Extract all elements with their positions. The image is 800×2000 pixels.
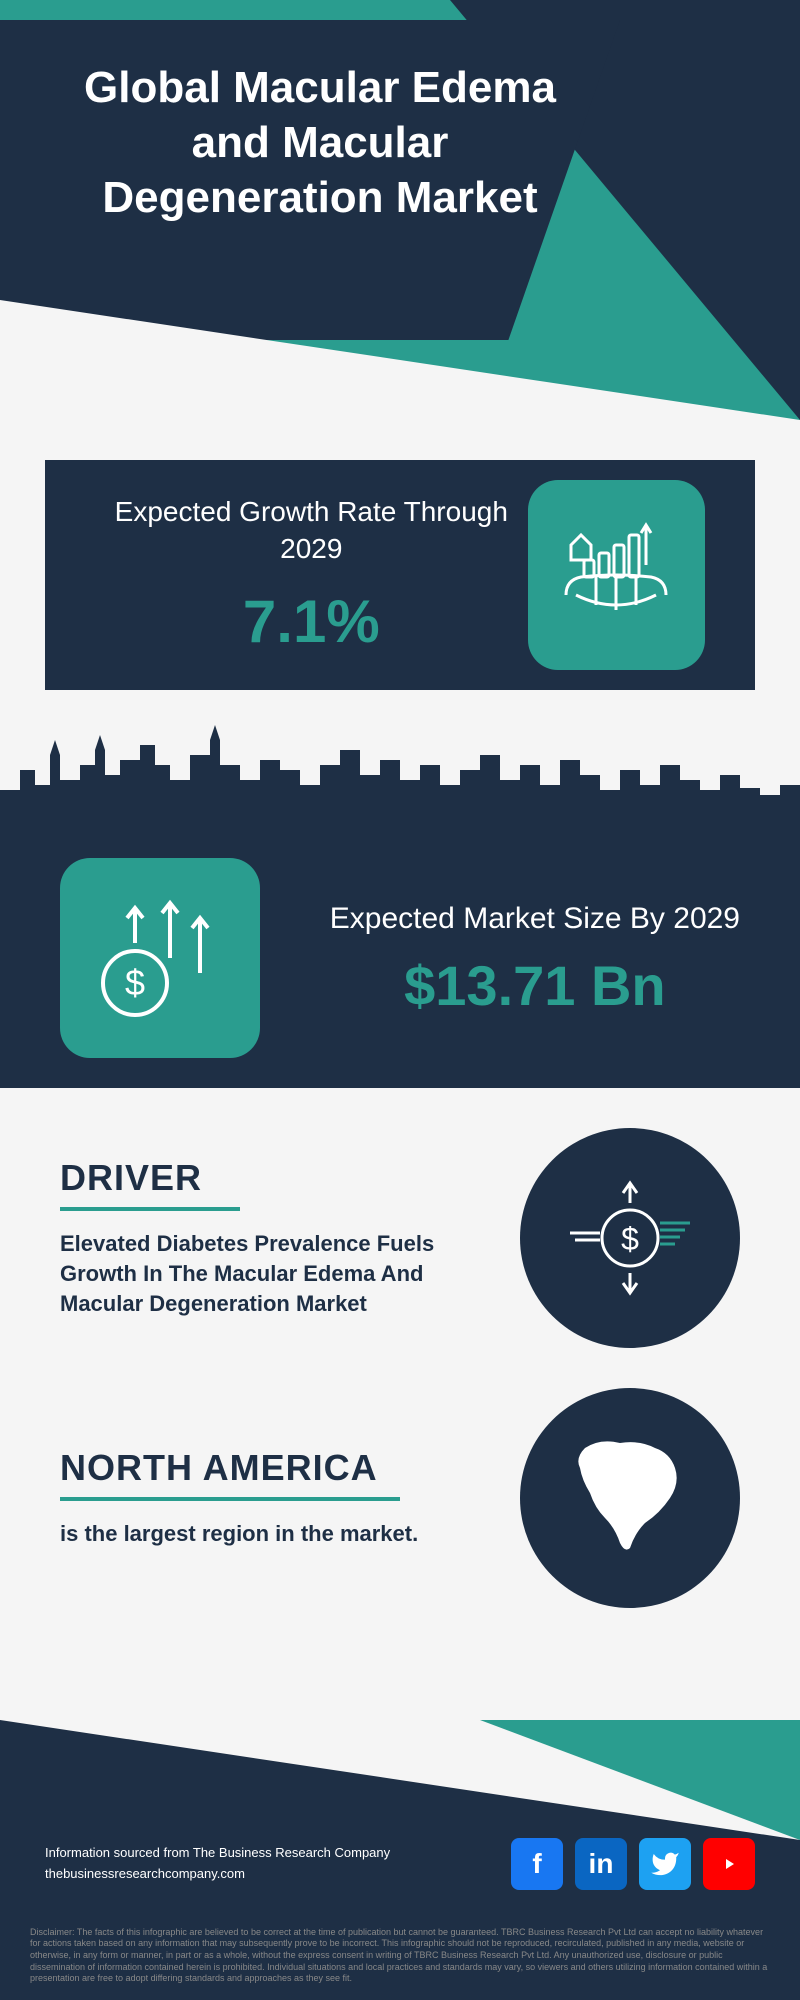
linkedin-icon[interactable]: in (575, 1838, 627, 1890)
region-description: is the largest region in the market. (60, 1519, 480, 1549)
north-america-map-icon (520, 1388, 740, 1608)
footer-content: Information sourced from The Business Re… (45, 1838, 755, 1890)
driver-heading: DRIVER (60, 1157, 240, 1211)
twitter-icon[interactable] (639, 1838, 691, 1890)
svg-text:$: $ (621, 1221, 639, 1257)
facebook-icon[interactable]: f (511, 1838, 563, 1890)
social-icons-row: f in (511, 1838, 755, 1890)
region-text-block: NORTH AMERICA is the largest region in t… (60, 1447, 480, 1549)
growth-chart-icon (528, 480, 705, 670)
footer-decor-teal (480, 1720, 800, 1840)
header-decor-bottom (0, 300, 800, 420)
market-size-panel: $ Expected Market Size By 2029 $13.71 Bn (0, 828, 800, 1088)
driver-description: Elevated Diabetes Prevalence Fuels Growt… (60, 1229, 480, 1318)
dollar-arrows-icon: $ (60, 858, 260, 1058)
source-attribution: Information sourced from The Business Re… (45, 1843, 390, 1885)
market-text-block: Expected Market Size By 2029 $13.71 Bn (330, 899, 740, 1018)
youtube-icon[interactable] (703, 1838, 755, 1890)
svg-text:$: $ (125, 962, 145, 1003)
money-transfer-icon: $ (520, 1128, 740, 1348)
driver-text-block: DRIVER Elevated Diabetes Prevalence Fuel… (60, 1157, 480, 1318)
growth-label: Expected Growth Rate Through 2029 (95, 494, 528, 567)
page-title: Global Macular Edema and Macular Degener… (60, 60, 580, 225)
growth-text-block: Expected Growth Rate Through 2029 7.1% (95, 494, 528, 656)
infographic-root: Global Macular Edema and Macular Degener… (0, 0, 800, 2000)
skyline-decor (0, 710, 800, 830)
market-size-label: Expected Market Size By 2029 (330, 899, 740, 938)
source-line-1: Information sourced from The Business Re… (45, 1843, 390, 1864)
growth-value: 7.1% (95, 587, 528, 656)
growth-rate-panel: Expected Growth Rate Through 2029 7.1% (45, 460, 755, 690)
market-size-value: $13.71 Bn (330, 953, 740, 1018)
disclaimer-text: Disclaimer: The facts of this infographi… (30, 1927, 770, 1985)
driver-section: DRIVER Elevated Diabetes Prevalence Fuel… (60, 1128, 740, 1348)
region-heading: NORTH AMERICA (60, 1447, 400, 1501)
region-section: NORTH AMERICA is the largest region in t… (60, 1388, 740, 1608)
source-line-2: thebusinessresearchcompany.com (45, 1864, 390, 1885)
footer-section: Information sourced from The Business Re… (0, 1720, 800, 2000)
header-section: Global Macular Edema and Macular Degener… (0, 0, 800, 420)
